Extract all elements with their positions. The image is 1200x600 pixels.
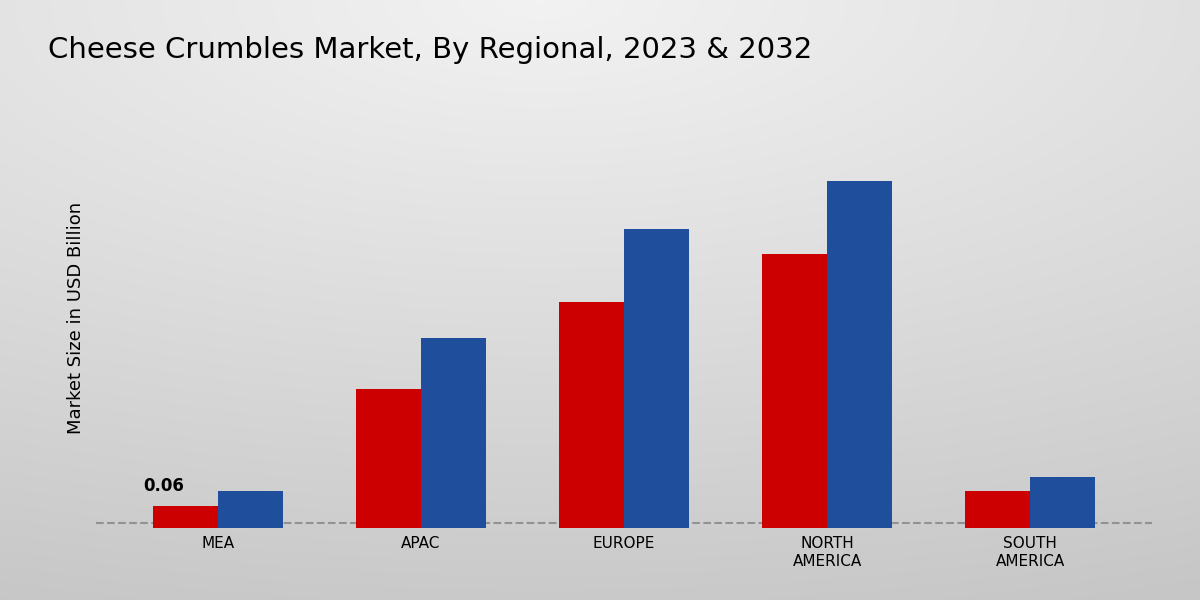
Bar xyxy=(218,491,283,528)
Y-axis label: Market Size in USD Billion: Market Size in USD Billion xyxy=(67,202,85,434)
Bar xyxy=(152,506,218,528)
Text: 0.06: 0.06 xyxy=(143,478,184,496)
Bar xyxy=(1030,477,1096,528)
Bar xyxy=(762,254,827,528)
Bar xyxy=(421,338,486,528)
Bar xyxy=(356,389,421,528)
Bar xyxy=(965,491,1030,528)
Bar xyxy=(559,302,624,528)
Bar xyxy=(624,229,689,528)
Bar xyxy=(827,181,892,528)
Text: Cheese Crumbles Market, By Regional, 2023 & 2032: Cheese Crumbles Market, By Regional, 202… xyxy=(48,36,812,64)
